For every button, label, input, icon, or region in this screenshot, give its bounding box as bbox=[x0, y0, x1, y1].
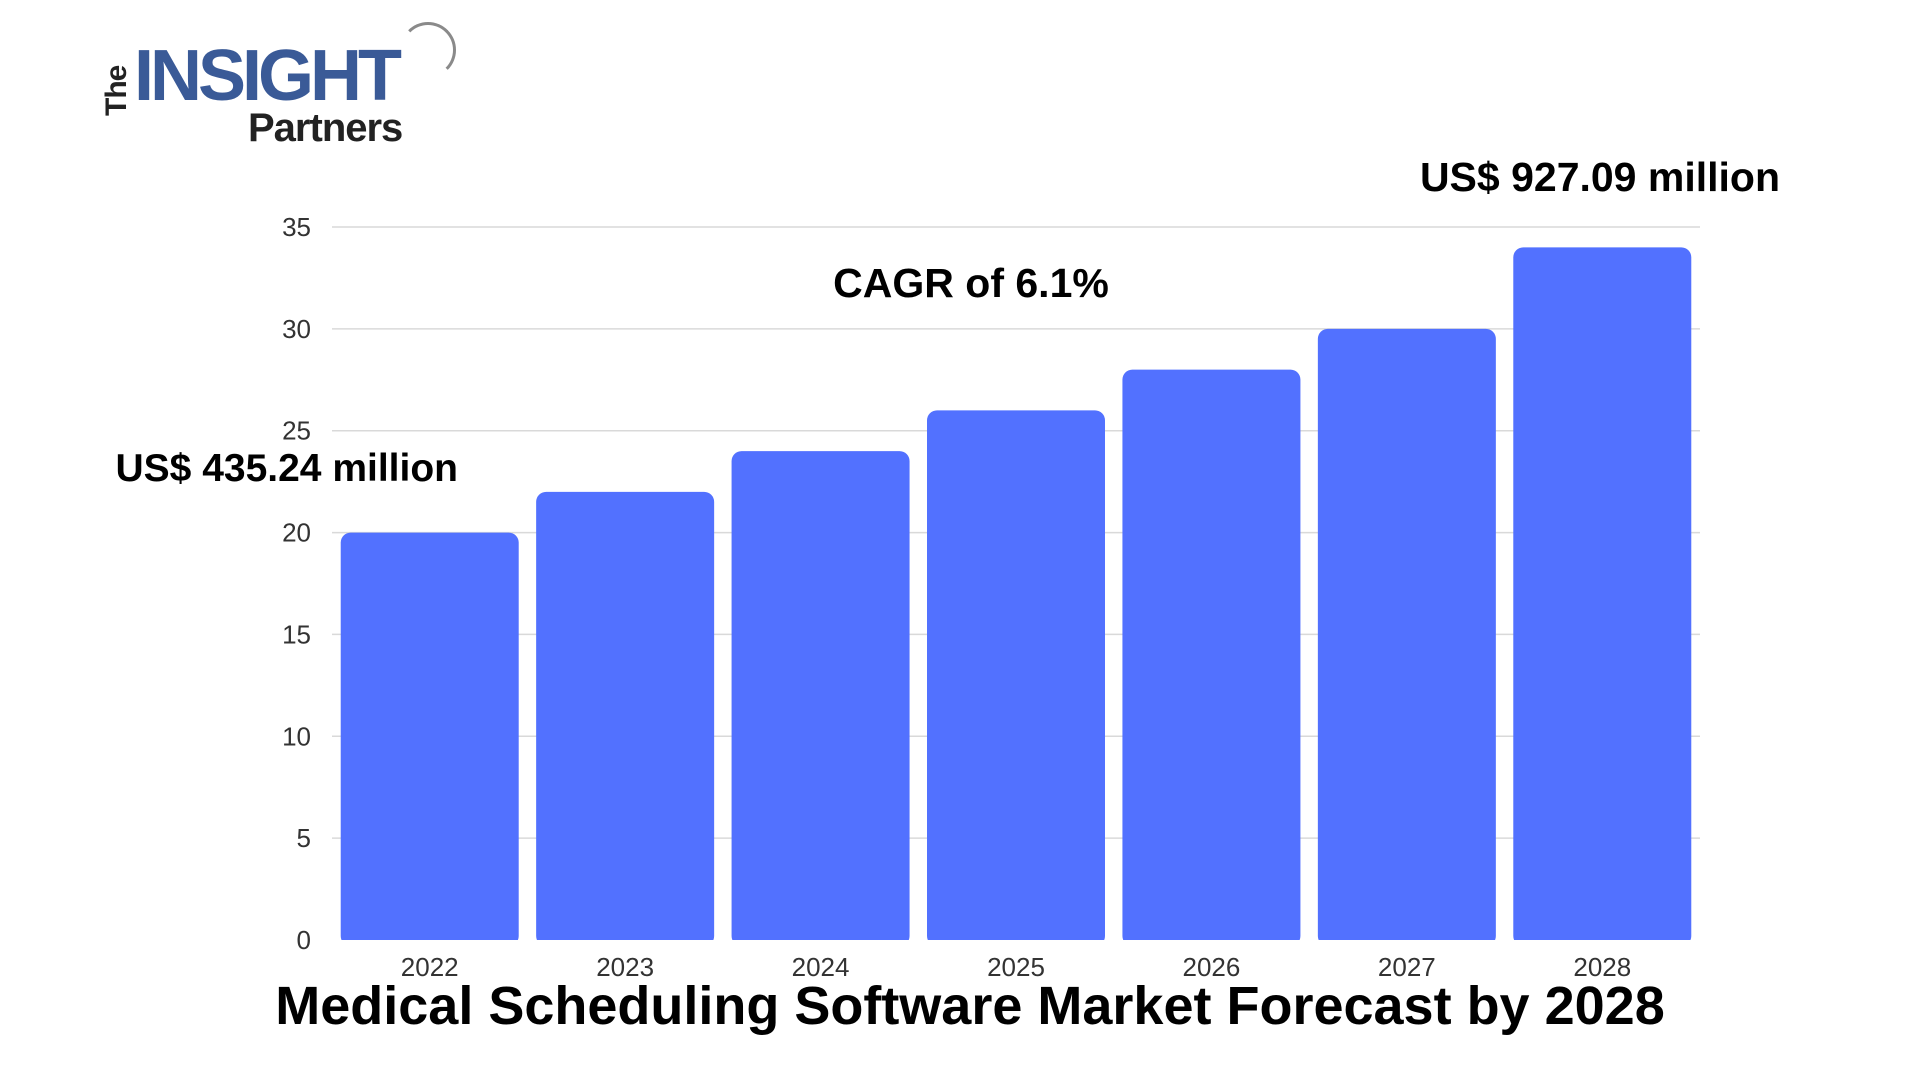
bar-2025 bbox=[927, 410, 1105, 946]
brand-logo: The INSIGHT Partners bbox=[100, 20, 460, 150]
y-tick-label: 0 bbox=[297, 925, 311, 955]
x-tick-label: 2028 bbox=[1573, 952, 1631, 982]
start-value-annotation: US$ 435.24 million bbox=[116, 447, 459, 490]
cagr-annotation: CAGR of 6.1% bbox=[833, 260, 1109, 306]
bar-2027 bbox=[1317, 328, 1496, 946]
bar-2028 bbox=[1513, 247, 1692, 946]
y-axis-ticks: 0 5 10 15 20 25 30 35 bbox=[282, 212, 311, 955]
y-tick-label: 10 bbox=[282, 721, 311, 751]
end-value-annotation: US$ 927.09 million bbox=[1420, 154, 1780, 200]
bar-2023 bbox=[536, 491, 715, 946]
y-tick-label: 35 bbox=[282, 212, 311, 242]
x-tick-label: 2024 bbox=[792, 952, 850, 982]
bar-2026 bbox=[1122, 369, 1301, 947]
x-tick-label: 2023 bbox=[596, 952, 654, 982]
x-axis-ticks: 2022 2023 2024 2025 2026 2027 2028 bbox=[401, 952, 1631, 982]
bar-2024 bbox=[731, 451, 910, 946]
logo-insight-text: INSIGHT bbox=[134, 36, 402, 116]
x-tick-label: 2027 bbox=[1378, 952, 1436, 982]
y-tick-label: 30 bbox=[282, 314, 311, 344]
bars bbox=[322, 247, 1710, 948]
logo-swoosh-icon bbox=[400, 22, 456, 78]
bar-2022 bbox=[340, 532, 519, 946]
x-tick-label: 2025 bbox=[987, 952, 1045, 982]
y-tick-label: 15 bbox=[282, 619, 311, 649]
y-tick-label: 5 bbox=[297, 823, 311, 853]
y-tick-label: 20 bbox=[282, 518, 311, 548]
logo-partners-text: Partners bbox=[248, 106, 403, 150]
chart-title: Medical Scheduling Software Market Forec… bbox=[275, 976, 1664, 1036]
x-tick-label: 2026 bbox=[1183, 952, 1241, 982]
x-tick-label: 2022 bbox=[401, 952, 459, 982]
y-tick-label: 25 bbox=[282, 416, 311, 446]
baseline-mask bbox=[322, 940, 1710, 948]
